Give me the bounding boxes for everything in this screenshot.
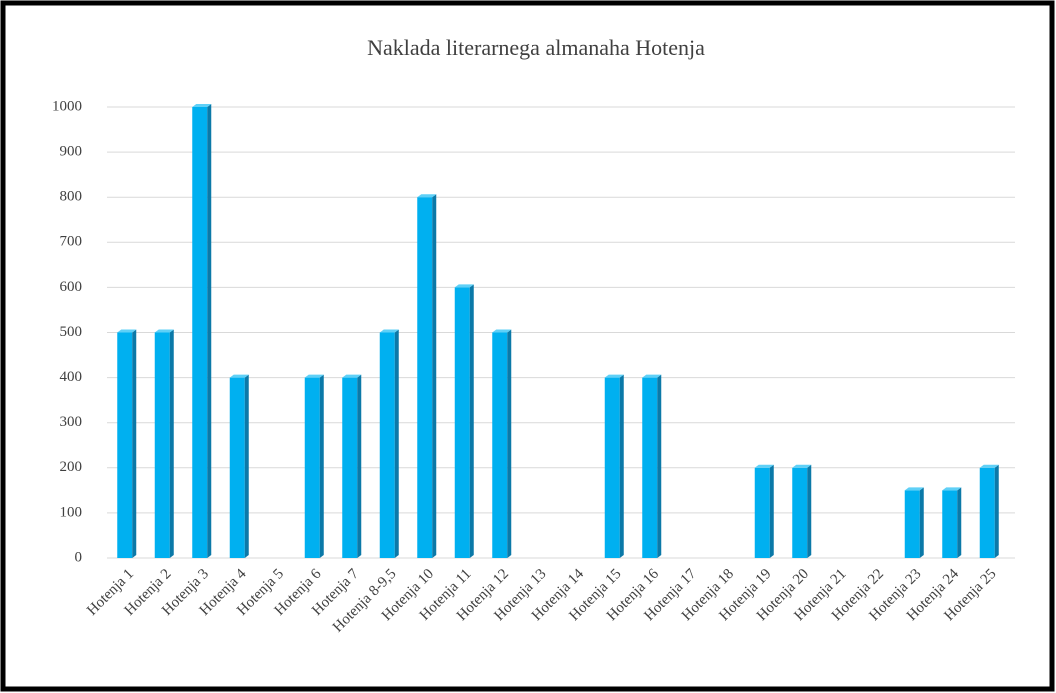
bar-front: [154, 332, 170, 558]
bar-front: [304, 377, 320, 558]
bar-side: [169, 329, 174, 558]
bar: [454, 284, 474, 558]
bar-top: [492, 329, 512, 333]
bar-top: [904, 487, 924, 491]
bar-top: [117, 329, 137, 333]
bar: [304, 374, 324, 558]
y-tick-label: 500: [60, 324, 83, 340]
bar-front: [342, 377, 358, 558]
bar: [417, 194, 437, 558]
bar-top: [754, 464, 774, 468]
bar-side: [394, 329, 399, 558]
bar-front: [192, 107, 208, 558]
y-tick-label: 700: [60, 234, 83, 250]
bar-top: [192, 104, 212, 107]
bar-side: [244, 374, 249, 558]
bar: [492, 329, 512, 558]
bar-side: [432, 194, 437, 558]
bar-top: [379, 329, 399, 333]
bar-front: [229, 377, 245, 558]
bar-front: [942, 490, 958, 558]
bar-side: [357, 374, 362, 558]
bar-front: [792, 467, 808, 558]
y-tick-label: 1000: [52, 98, 82, 114]
bar-front: [979, 467, 995, 558]
bar-side: [807, 464, 812, 558]
bar-top: [342, 374, 362, 378]
bar-top: [154, 329, 174, 333]
y-tick-label: 600: [60, 279, 83, 295]
bar-top: [979, 464, 999, 468]
bar: [904, 487, 924, 558]
bar-front: [904, 490, 920, 558]
bar-front: [642, 377, 658, 558]
bar-front: [417, 197, 433, 558]
bar-front: [604, 377, 620, 558]
bar: [229, 374, 249, 558]
bar-top: [604, 374, 624, 378]
y-tick-label: 300: [60, 414, 83, 430]
bar: [379, 329, 399, 558]
bar-front: [492, 332, 508, 558]
y-tick-label: 0: [75, 549, 83, 565]
y-tick-label: 400: [60, 369, 83, 385]
bar-side: [657, 374, 662, 558]
bar-top: [454, 284, 474, 288]
bar: [342, 374, 362, 558]
bar-side: [619, 374, 624, 558]
bar: [792, 464, 812, 558]
bar: [979, 464, 999, 558]
bar-front: [754, 467, 770, 558]
bar-top: [417, 194, 437, 198]
bar-top: [229, 374, 249, 378]
bar-side: [957, 487, 962, 558]
bar-top: [942, 487, 962, 491]
bar-side: [469, 284, 474, 558]
bar-side: [919, 487, 924, 558]
y-tick-label: 100: [60, 504, 83, 520]
bar-side: [994, 464, 999, 558]
bar-top: [304, 374, 324, 378]
y-tick-label: 900: [60, 144, 83, 160]
bar-top: [792, 464, 812, 468]
bar: [604, 374, 624, 558]
bar-side: [132, 329, 137, 558]
bar: [192, 104, 212, 558]
y-tick-label: 200: [60, 459, 83, 475]
bar-side: [207, 104, 212, 558]
bar-side: [507, 329, 512, 558]
bar: [154, 329, 174, 558]
bar-front: [379, 332, 395, 558]
bar-front: [117, 332, 133, 558]
chart-title: Naklada literarnega almanaha Hotenja: [367, 35, 705, 60]
bar: [754, 464, 774, 558]
bar: [942, 487, 962, 558]
bar-side: [319, 374, 324, 558]
bar: [642, 374, 662, 558]
bar-top: [642, 374, 662, 378]
bar-front: [454, 287, 470, 558]
bar-side: [769, 464, 774, 558]
bar: [117, 329, 137, 558]
y-tick-label: 800: [60, 189, 83, 205]
